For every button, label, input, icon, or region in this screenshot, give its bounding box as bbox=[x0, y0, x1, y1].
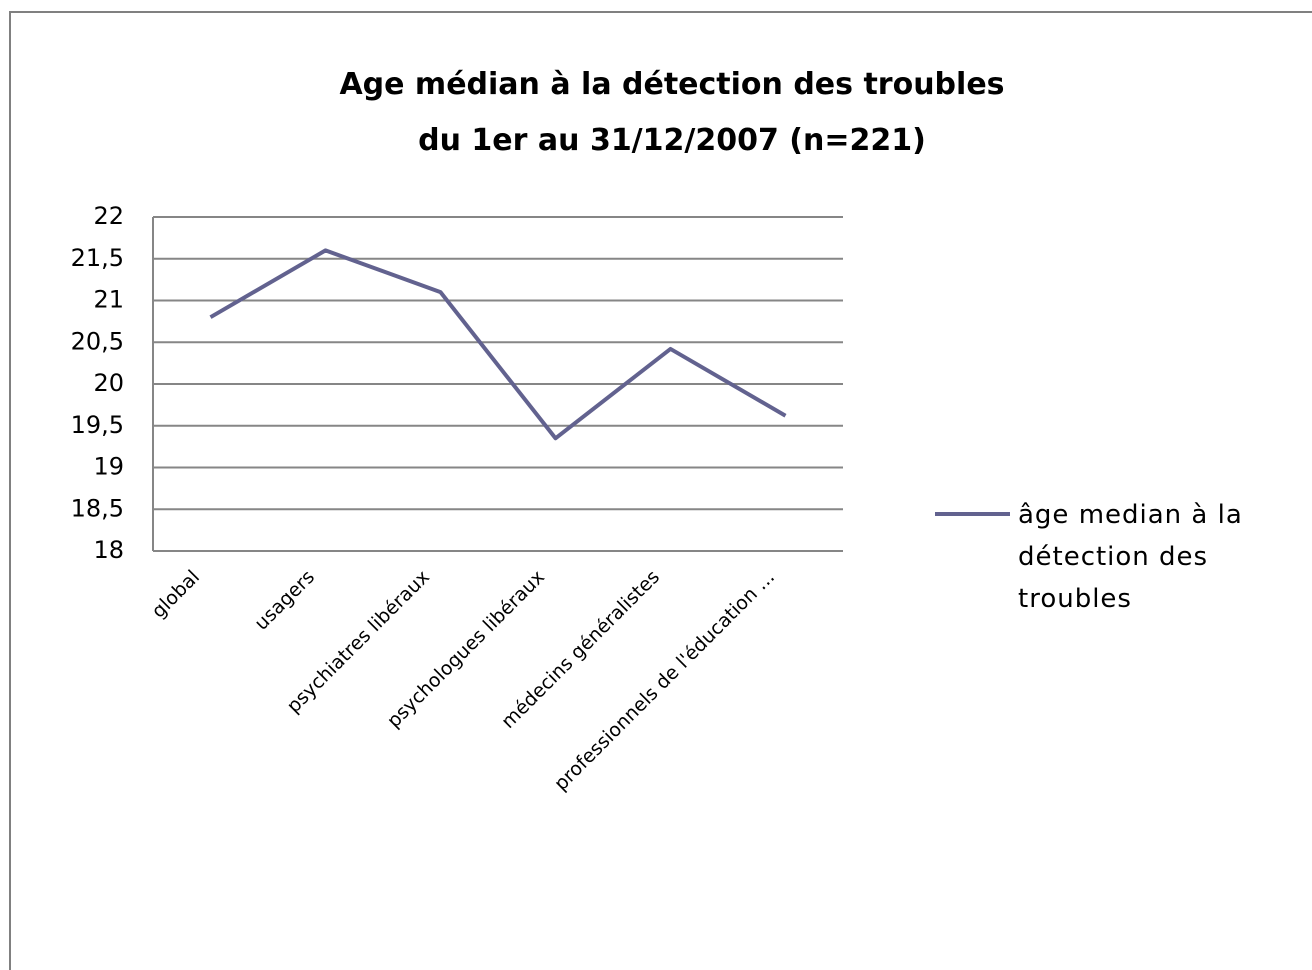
data-line bbox=[209, 248, 787, 441]
x-tick-label: professionnels de l'éducation ... bbox=[550, 566, 779, 795]
legend-label: âge median à la détection des troubles bbox=[1018, 500, 1243, 614]
chart-title: Age médian à la détection des troubles bbox=[339, 67, 1004, 102]
y-tick-label: 18 bbox=[93, 536, 124, 564]
chart-frame bbox=[9, 11, 1312, 970]
y-tick-label: 21,5 bbox=[71, 244, 124, 272]
x-tick-label: global bbox=[148, 566, 205, 623]
x-tick-label: usagers bbox=[250, 566, 319, 635]
y-tick-label: 20 bbox=[93, 369, 124, 397]
y-tick-label: 19 bbox=[93, 453, 124, 481]
chart-title: du 1er au 31/12/2007 (n=221) bbox=[418, 123, 926, 158]
y-tick-label: 20,5 bbox=[71, 327, 124, 355]
y-tick-label: 18,5 bbox=[71, 494, 124, 522]
y-tick-label: 22 bbox=[93, 202, 124, 230]
y-tick-label: 21 bbox=[93, 286, 124, 314]
y-tick-label: 19,5 bbox=[71, 411, 124, 439]
